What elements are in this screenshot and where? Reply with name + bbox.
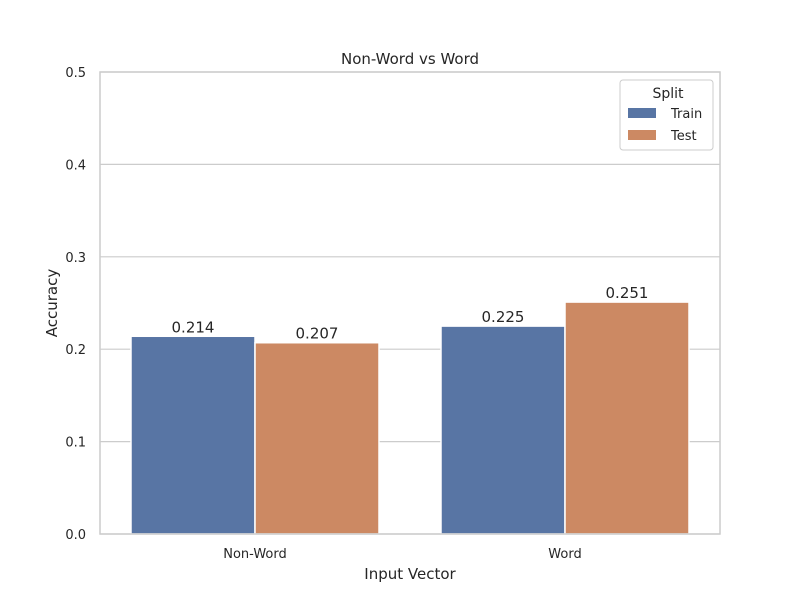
- x-tick-label: Non-Word: [223, 547, 287, 562]
- data-label: 0.251: [606, 284, 649, 302]
- data-label: 0.225: [482, 308, 525, 326]
- data-labels: 0.214 0.207 0.225 0.251: [172, 284, 649, 343]
- y-tick-label: 0.5: [65, 66, 86, 81]
- bar-test-word: [564, 301, 690, 535]
- chart-title: Non-Word vs Word: [341, 50, 479, 68]
- y-axis-label: Accuracy: [43, 269, 61, 338]
- y-tick-label: 0.1: [65, 436, 86, 451]
- legend-label-test: Test: [670, 129, 697, 144]
- x-axis-label: Input Vector: [364, 565, 456, 583]
- legend-swatch-test: [628, 130, 656, 140]
- bars: [130, 301, 690, 535]
- data-label: 0.207: [296, 325, 339, 343]
- bar-train-non-word: [130, 335, 256, 535]
- x-tick-labels: Non-Word Word: [223, 547, 581, 562]
- legend: Split Train Test: [619, 79, 714, 151]
- y-tick-label: 0.4: [65, 158, 86, 173]
- x-tick-label: Word: [548, 547, 581, 562]
- legend-label-train: Train: [670, 107, 702, 122]
- y-tick-label: 0.3: [65, 251, 86, 266]
- data-label: 0.214: [172, 318, 215, 336]
- plot-frame: [99, 71, 721, 535]
- y-tick-label: 0.0: [65, 528, 86, 543]
- legend-swatch-train: [628, 108, 656, 118]
- y-tick-label: 0.2: [65, 343, 86, 358]
- y-tick-labels: 0.0 0.1 0.2 0.3 0.4 0.5: [65, 66, 86, 543]
- legend-title: Split: [652, 86, 684, 102]
- bar-train-word: [440, 325, 566, 535]
- bar-test-non-word: [254, 341, 380, 535]
